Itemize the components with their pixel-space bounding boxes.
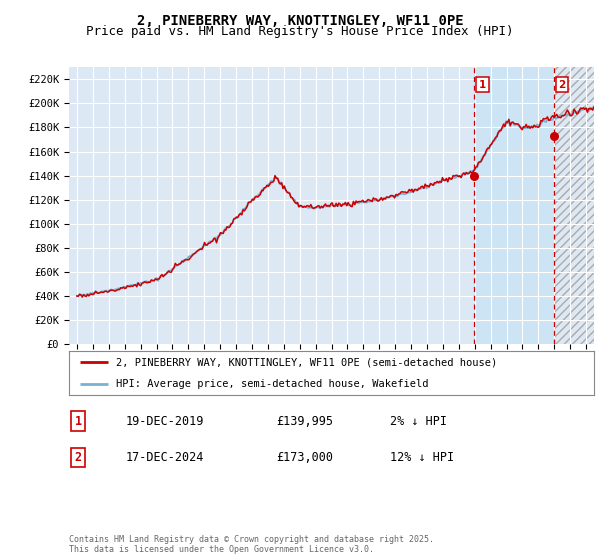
Text: Contains HM Land Registry data © Crown copyright and database right 2025.
This d: Contains HM Land Registry data © Crown c… [69, 535, 434, 554]
Text: 1: 1 [479, 80, 486, 90]
Text: 2, PINEBERRY WAY, KNOTTINGLEY, WF11 0PE (semi-detached house): 2, PINEBERRY WAY, KNOTTINGLEY, WF11 0PE … [116, 357, 497, 367]
Text: £173,000: £173,000 [276, 451, 333, 464]
Point [549, 132, 559, 141]
Text: 17-DEC-2024: 17-DEC-2024 [126, 451, 205, 464]
Text: £139,995: £139,995 [276, 414, 333, 428]
Text: HPI: Average price, semi-detached house, Wakefield: HPI: Average price, semi-detached house,… [116, 379, 429, 389]
Bar [554, 67, 594, 344]
Bar [554, 67, 594, 344]
Text: Price paid vs. HM Land Registry's House Price Index (HPI): Price paid vs. HM Land Registry's House … [86, 25, 514, 38]
Text: 2: 2 [559, 80, 566, 90]
Bar [474, 67, 554, 344]
Text: 2, PINEBERRY WAY, KNOTTINGLEY, WF11 0PE: 2, PINEBERRY WAY, KNOTTINGLEY, WF11 0PE [137, 14, 463, 28]
Text: 2: 2 [74, 451, 82, 464]
Text: 2% ↓ HPI: 2% ↓ HPI [390, 414, 447, 428]
Point [469, 171, 479, 180]
Text: 19-DEC-2019: 19-DEC-2019 [126, 414, 205, 428]
Text: 1: 1 [74, 414, 82, 428]
Text: 12% ↓ HPI: 12% ↓ HPI [390, 451, 454, 464]
